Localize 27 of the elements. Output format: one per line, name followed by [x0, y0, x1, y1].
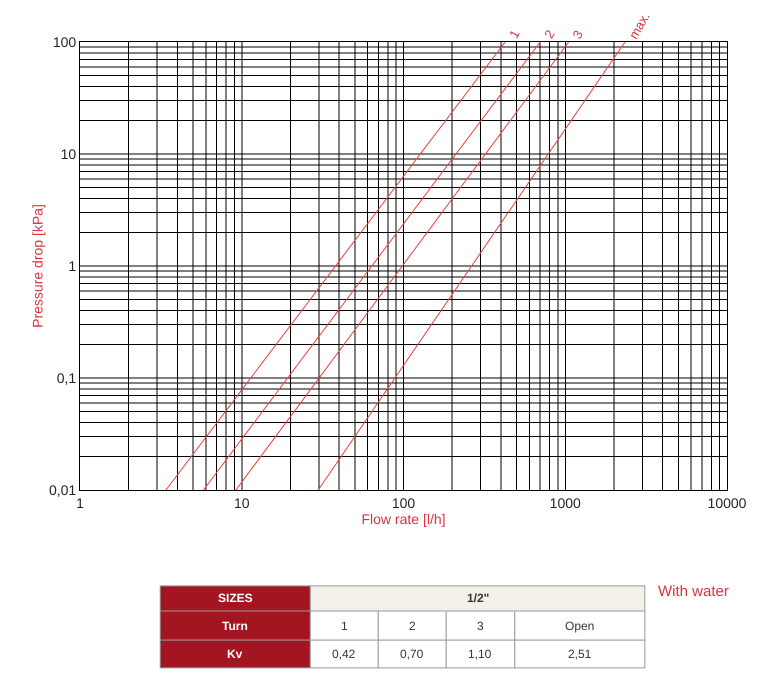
text: SIZES	[218, 591, 253, 605]
annotation: 1	[506, 27, 523, 41]
text: 1/2"	[467, 591, 490, 605]
text: 1,10	[468, 647, 492, 661]
y-axis-title: Pressure drop [kPa]	[30, 204, 46, 328]
annotation: 2	[541, 27, 558, 41]
text: 0,70	[400, 647, 424, 661]
annotation: 3	[569, 28, 586, 42]
text: 2	[409, 619, 416, 633]
y-tick-label: 10	[60, 146, 76, 162]
y-tick-label: 1	[68, 258, 76, 274]
y-tick-label: 0,01	[48, 482, 76, 498]
text: With water	[658, 583, 729, 600]
x-axis-title: Flow rate [l/h]	[361, 510, 446, 527]
text: 2,51	[568, 647, 592, 661]
x-tick-label: 100	[392, 494, 416, 511]
x-tick-label: 1000	[550, 494, 582, 511]
x-tick-label: 10000	[708, 494, 747, 511]
y-tick-label: 100	[52, 34, 76, 50]
text: Kv	[227, 647, 243, 661]
text: 1	[341, 619, 348, 633]
text: Open	[565, 619, 594, 633]
y-tick-label: 0,1	[56, 370, 76, 386]
text: 3	[477, 619, 484, 633]
text: 0,42	[332, 647, 356, 661]
text: Turn	[222, 619, 248, 633]
x-tick-label: 10	[234, 494, 250, 511]
